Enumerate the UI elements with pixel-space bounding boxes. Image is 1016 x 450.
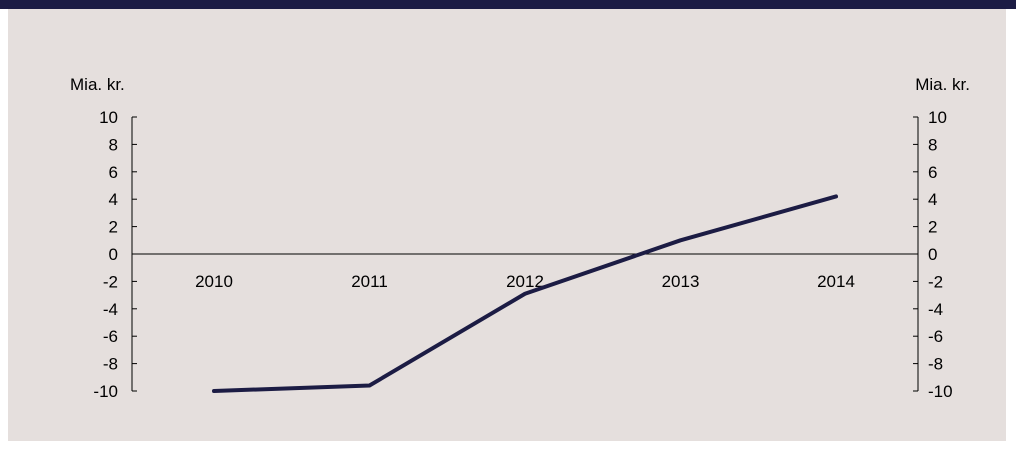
right-tick-label: 0	[928, 245, 937, 264]
right-tick-label: -10	[928, 382, 953, 401]
right-ticks-group: 10 8 6 4 2 0 -2 -4 -6 -8 -10	[913, 108, 953, 401]
left-tick-label: -8	[103, 355, 118, 374]
chart-panel: 10 8 6 4 2 0 -2 -4 -6 -8 -10 10 8 6 4 2 0 -2 -4 -6 -8 -10 20…	[8, 9, 1006, 441]
left-tick-label: 2	[109, 218, 118, 237]
left-tick-label: 4	[109, 190, 118, 209]
line-chart: 10 8 6 4 2 0 -2 -4 -6 -8 -10 10 8 6 4 2 0 -2 -4 -6 -8 -10 20…	[70, 75, 970, 401]
axes-group	[131, 117, 919, 391]
right-axis-unit-label: Mia. kr.	[915, 75, 970, 94]
left-tick-label: 6	[109, 163, 118, 182]
x-tick-label: 2014	[817, 272, 855, 291]
right-tick-label: -4	[928, 300, 943, 319]
right-tick-label: 4	[928, 190, 937, 209]
series-line	[212, 194, 838, 393]
series-group	[212, 194, 838, 393]
top-bar	[0, 0, 1016, 9]
x-tick-label: 2013	[662, 272, 700, 291]
x-labels-group: 2010 2011 2012 2013 2014	[195, 272, 855, 291]
left-ticks-group: 10 8 6 4 2 0 -2 -4 -6 -8 -10	[93, 108, 137, 401]
right-tick-label: 6	[928, 163, 937, 182]
x-tick-label: 2011	[351, 272, 388, 291]
right-tick-label: 2	[928, 218, 937, 237]
left-tick-label: -10	[93, 382, 118, 401]
right-tick-label: 8	[928, 135, 937, 154]
right-tick-label: -6	[928, 327, 943, 346]
x-tick-label: 2012	[506, 272, 544, 291]
x-tick-label: 2010	[195, 272, 233, 291]
right-tick-label: -2	[928, 272, 943, 291]
left-tick-label: 10	[99, 108, 118, 127]
left-tick-label: -2	[103, 272, 118, 291]
left-tick-label: 0	[109, 245, 118, 264]
left-axis-unit-label: Mia. kr.	[70, 75, 125, 94]
right-tick-label: -8	[928, 355, 943, 374]
left-tick-label: 8	[109, 135, 118, 154]
right-tick-label: 10	[928, 108, 947, 127]
left-tick-label: -6	[103, 327, 118, 346]
left-tick-label: -4	[103, 300, 118, 319]
